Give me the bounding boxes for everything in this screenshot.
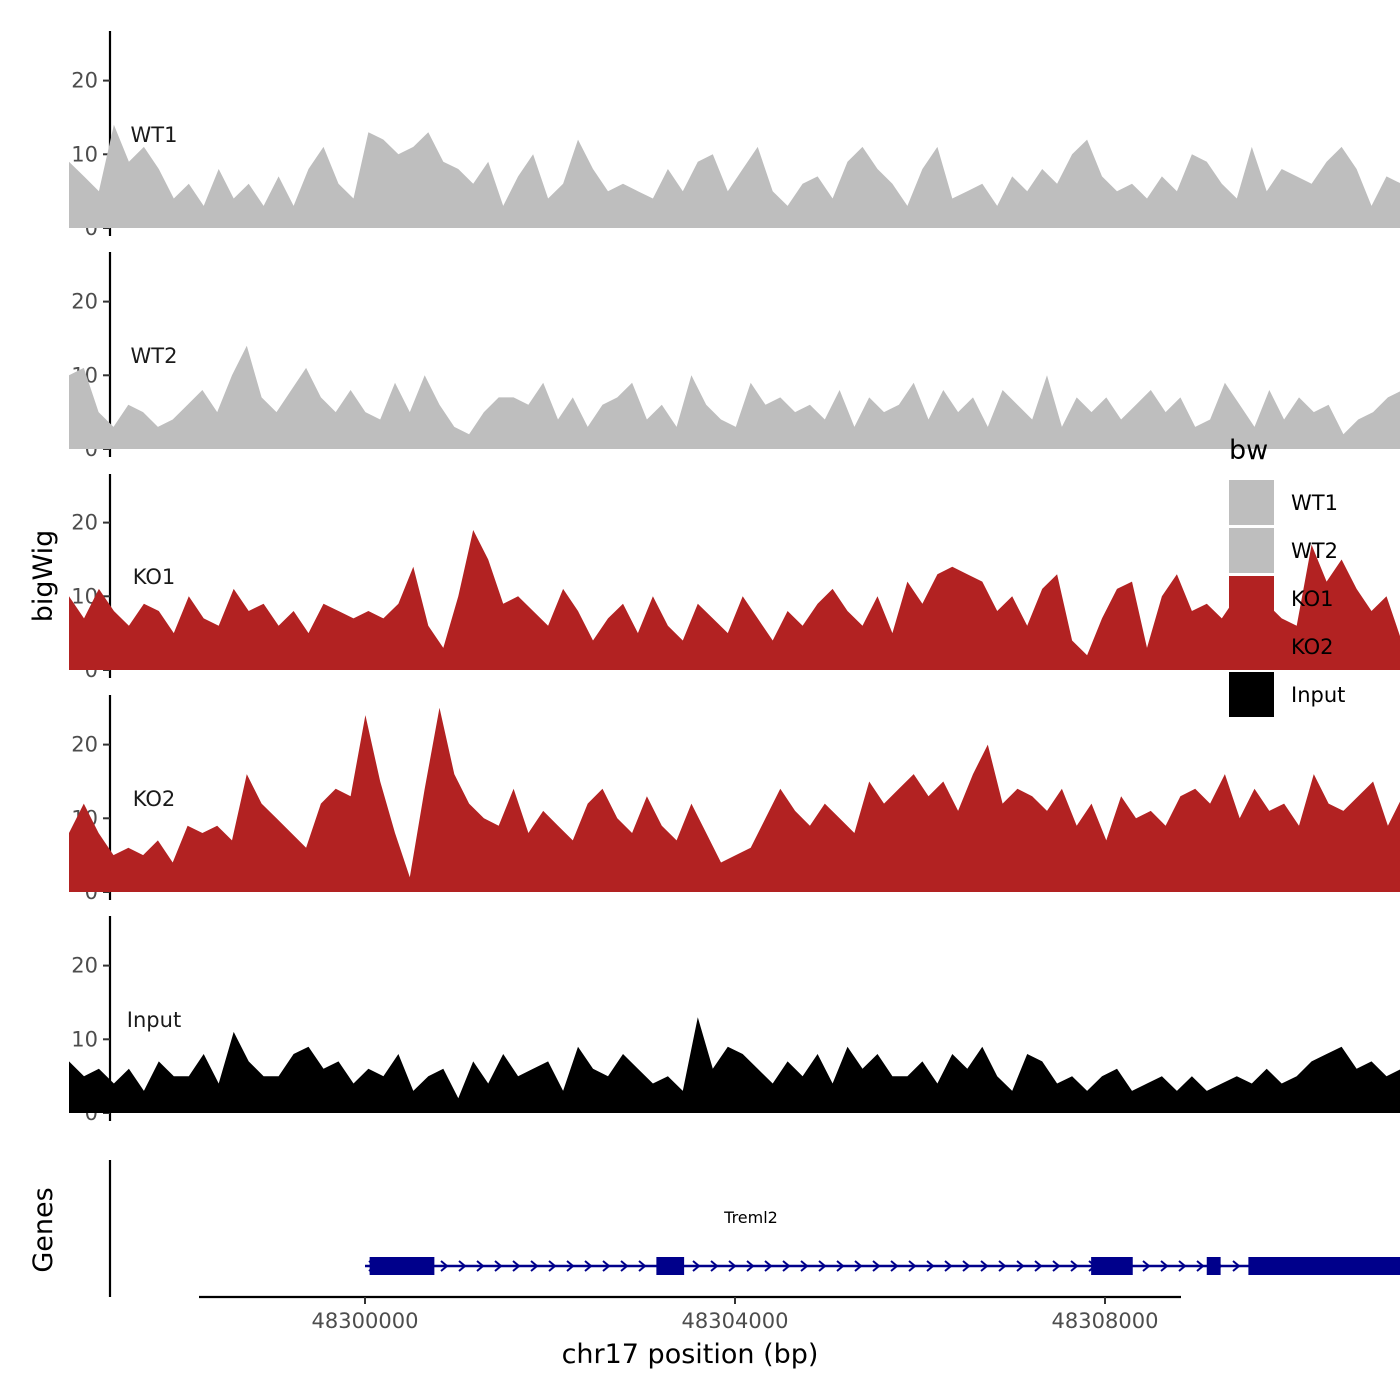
x-axis-title: chr17 position (bp) [562, 1339, 819, 1370]
legend-swatch-input [1229, 672, 1274, 717]
track-wt2: 01020WT2 [69, 252, 1400, 461]
strand-arrow [872, 1260, 881, 1272]
strand-arrow [692, 1260, 701, 1272]
x-tick-label: 48308000 [1052, 1309, 1159, 1333]
strand-arrow [1070, 1260, 1079, 1272]
strand-arrow [584, 1260, 593, 1272]
strand-arrow [1016, 1260, 1025, 1272]
legend-label-ko1: KO1 [1291, 587, 1334, 611]
x-tick-label: 48300000 [312, 1309, 419, 1333]
strand-arrow [638, 1260, 647, 1272]
strand-arrow [1178, 1260, 1187, 1272]
y-axis-title: bigWig [28, 530, 59, 623]
legend-swatch-wt1 [1229, 480, 1274, 525]
strand-arrow [926, 1260, 935, 1272]
strand-arrow [602, 1260, 611, 1272]
legend-label-input: Input [1291, 683, 1345, 707]
strand-arrow [440, 1260, 449, 1272]
x-tick-label: 48304000 [682, 1309, 789, 1333]
legend-label-wt1: WT1 [1291, 491, 1338, 515]
track-ko1: 01020KO1 [69, 474, 1400, 682]
coverage-tracks: 01020WT101020WT201020KO101020KO201020Inp… [69, 31, 1400, 1125]
legend-swatch-ko1 [1229, 576, 1274, 621]
exon-block [1248, 1257, 1400, 1275]
strand-arrow [566, 1260, 575, 1272]
track-label-wt1: WT1 [131, 123, 178, 147]
legend-label-ko2: KO2 [1291, 635, 1334, 659]
strand-arrow [746, 1260, 755, 1272]
y-tick-label: 20 [71, 69, 98, 93]
track-label-wt2: WT2 [131, 344, 178, 368]
genes-axis-title: Genes [28, 1187, 59, 1272]
strand-arrow [458, 1260, 467, 1272]
y-tick-label: 10 [71, 1027, 98, 1051]
exon-block [1206, 1257, 1221, 1275]
strand-arrow [908, 1260, 917, 1272]
strand-arrow [710, 1260, 719, 1272]
legend-title: bw [1229, 435, 1268, 466]
strand-arrow [1160, 1260, 1169, 1272]
track-input: 01020Input [69, 916, 1400, 1125]
strand-arrow [800, 1260, 809, 1272]
track-label-ko1: KO1 [133, 565, 176, 589]
strand-arrow [530, 1260, 539, 1272]
strand-arrow [962, 1260, 971, 1272]
strand-arrow [620, 1260, 629, 1272]
exon-block [1091, 1257, 1133, 1275]
strand-arrow [836, 1260, 845, 1272]
coverage-area-input [69, 1017, 1400, 1113]
strand-arrow [944, 1260, 953, 1272]
strand-arrow [512, 1260, 521, 1272]
coverage-area-ko2 [69, 707, 1400, 892]
gene-track: Treml2 [108, 1160, 1400, 1297]
strand-arrow [854, 1260, 863, 1272]
coverage-area-ko1 [69, 530, 1400, 670]
strand-arrow [1142, 1260, 1151, 1272]
strand-arrow [728, 1260, 737, 1272]
strand-arrow [476, 1260, 485, 1272]
coverage-area-wt2 [69, 345, 1400, 449]
y-tick-label: 20 [71, 511, 98, 535]
track-wt1: 01020WT1 [69, 31, 1400, 240]
coverage-area-wt1 [69, 124, 1400, 228]
track-label-input: Input [127, 1008, 181, 1032]
strand-arrow [890, 1260, 899, 1272]
strand-arrow [1232, 1260, 1241, 1272]
strand-arrow [764, 1260, 773, 1272]
legend-label-wt2: WT2 [1291, 539, 1338, 563]
strand-arrow [782, 1260, 791, 1272]
strand-arrow [1052, 1260, 1061, 1272]
gene-name-label: Treml2 [723, 1208, 778, 1227]
strand-arrow [998, 1260, 1007, 1272]
strand-arrow [1196, 1260, 1205, 1272]
y-tick-label: 20 [71, 290, 98, 314]
strand-arrow [494, 1260, 503, 1272]
legend-swatch-ko2 [1229, 624, 1274, 669]
exon-block [369, 1257, 435, 1275]
track-ko2: 01020KO2 [69, 695, 1400, 904]
legend-swatch-wt2 [1229, 528, 1274, 573]
legend: bw WT1 WT2 KO1 KO2 Input [1229, 435, 1345, 717]
y-tick-label: 20 [71, 954, 98, 978]
exon-block [656, 1257, 685, 1275]
y-tick-label: 20 [71, 733, 98, 757]
y-tick-label: 10 [71, 142, 98, 166]
strand-arrow [548, 1260, 557, 1272]
strand-arrow [1034, 1260, 1043, 1272]
track-label-ko2: KO2 [133, 787, 176, 811]
strand-arrow [980, 1260, 989, 1272]
strand-arrow [818, 1260, 827, 1272]
x-axis: 48300000483040004830800048312000 [199, 1295, 1181, 1333]
